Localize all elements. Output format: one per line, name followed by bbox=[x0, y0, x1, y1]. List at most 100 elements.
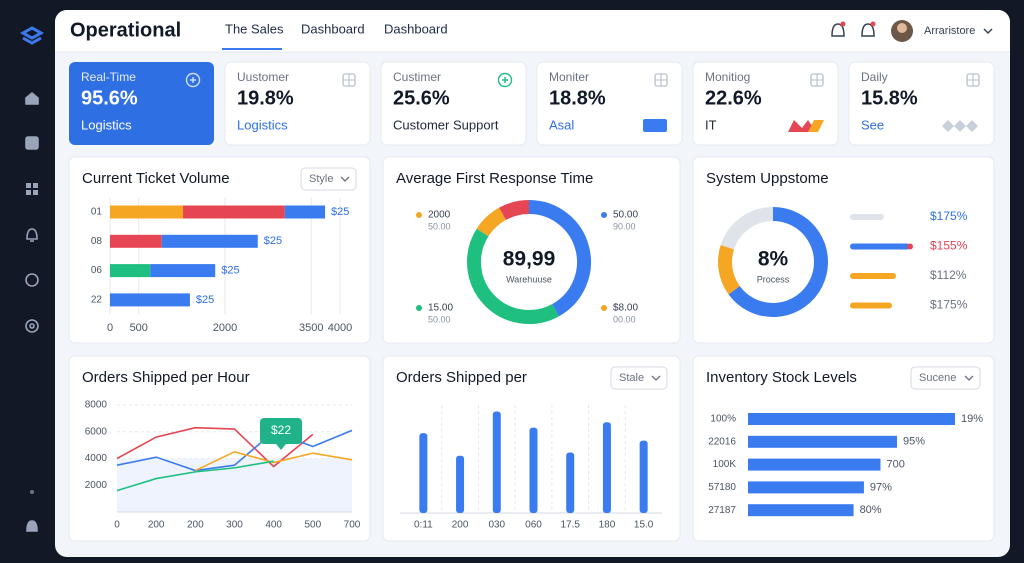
badge bbox=[870, 21, 876, 27]
kpi-card[interactable] bbox=[69, 62, 214, 145]
x-tick-label: 400 bbox=[265, 520, 282, 531]
y-tick-label: 57180 bbox=[708, 482, 736, 493]
bar-label: 80% bbox=[860, 504, 882, 516]
kpi-card[interactable] bbox=[692, 61, 839, 146]
center-value: 8% bbox=[758, 248, 789, 271]
bar-segment bbox=[150, 264, 216, 278]
kpi-sub: Logistics bbox=[237, 117, 288, 132]
callout-label: 2000 bbox=[428, 210, 451, 221]
badge bbox=[840, 21, 846, 27]
y-tick-label: 08 bbox=[91, 236, 103, 247]
y-tick-label: 2000 bbox=[85, 480, 108, 491]
kpi-label: Custimer bbox=[393, 70, 441, 84]
dropdown[interactable] bbox=[910, 366, 981, 390]
alert-button[interactable] bbox=[861, 23, 875, 37]
legend-label: $112% bbox=[930, 268, 967, 282]
bar-segment bbox=[110, 264, 151, 278]
x-tick-label: 180 bbox=[599, 520, 616, 531]
donut-segment bbox=[528, 200, 591, 317]
bar-segment bbox=[110, 205, 184, 219]
settings-icon-center bbox=[29, 323, 35, 329]
home-icon[interactable] bbox=[25, 91, 39, 105]
x-tick-label: 0:11 bbox=[414, 520, 433, 531]
panel bbox=[382, 156, 681, 344]
bar-label: $25 bbox=[331, 206, 349, 218]
legend-label: $175% bbox=[930, 209, 968, 223]
bell-button[interactable] bbox=[831, 23, 845, 37]
callout-sub: 50.00 bbox=[428, 221, 451, 231]
callout-label: $8.00 bbox=[613, 303, 638, 314]
dropdown-chevron bbox=[964, 375, 974, 381]
chart-title: Average First Response Time bbox=[396, 170, 593, 187]
tab[interactable]: Dashboard bbox=[301, 21, 365, 36]
chat-icon[interactable] bbox=[25, 273, 39, 287]
kpi-decor bbox=[643, 119, 667, 132]
dropdown[interactable] bbox=[300, 167, 357, 191]
grid-icon[interactable] bbox=[26, 183, 38, 195]
bar-label: 97% bbox=[870, 481, 892, 493]
notify-icon[interactable] bbox=[26, 520, 38, 532]
kpi-decor bbox=[942, 120, 978, 132]
tab[interactable]: The Sales bbox=[225, 21, 284, 36]
kpi-value: 19.8% bbox=[237, 87, 294, 109]
page-title: Operational bbox=[70, 19, 181, 41]
kpi-grid-icon-lines bbox=[343, 74, 355, 86]
bar bbox=[419, 433, 428, 513]
center-label: Process bbox=[757, 274, 790, 284]
bell-icon[interactable] bbox=[26, 228, 38, 242]
panel bbox=[692, 355, 995, 542]
chart-title: System Uppstome bbox=[706, 170, 829, 187]
y-tick-label: 01 bbox=[91, 207, 103, 218]
dropdown[interactable] bbox=[610, 366, 668, 390]
legend-label: $175% bbox=[930, 298, 968, 312]
callout-label: 50.00 bbox=[613, 210, 638, 221]
kpi-label: Daily bbox=[861, 70, 888, 84]
kpi-label: Monitiog bbox=[705, 70, 750, 84]
kpi-label: Real-Time bbox=[81, 70, 136, 84]
tab-underline bbox=[222, 48, 282, 50]
x-tick-label: 700 bbox=[344, 520, 361, 531]
settings-icon[interactable] bbox=[25, 319, 39, 333]
kpi-sub: See bbox=[861, 117, 884, 132]
x-tick-label: 200 bbox=[452, 520, 469, 531]
donut-segment bbox=[467, 228, 559, 324]
tab[interactable]: Dashboard bbox=[384, 21, 448, 36]
callout-sub: 00.00 bbox=[613, 314, 636, 324]
kpi-add-icon-plus bbox=[190, 77, 196, 83]
dropdown-chevron bbox=[651, 375, 661, 381]
kpi-grid-icon-lines bbox=[967, 74, 979, 86]
chart-title: Orders Shipped per Hour bbox=[82, 369, 250, 386]
logo[interactable] bbox=[19, 26, 45, 45]
kpi-add-icon[interactable] bbox=[185, 72, 201, 88]
x-tick-label: 0 bbox=[114, 520, 120, 531]
y-tick-label: 22 bbox=[91, 295, 103, 306]
legend-bar-tip bbox=[907, 243, 913, 250]
bar-segment bbox=[110, 293, 190, 307]
x-tick-label: 15.0 bbox=[634, 520, 654, 531]
legend-bar bbox=[850, 302, 892, 309]
panel bbox=[692, 156, 995, 344]
callout-dot bbox=[416, 212, 422, 218]
kpi-add-icon[interactable] bbox=[497, 72, 513, 88]
legend-bar bbox=[850, 214, 884, 220]
kpi-sub: IT bbox=[705, 117, 717, 132]
x-tick-label: 0 bbox=[107, 322, 113, 334]
kpi-card[interactable] bbox=[224, 61, 371, 146]
kpi-value: 25.6% bbox=[393, 87, 450, 109]
donut-segment bbox=[728, 207, 828, 317]
line-series bbox=[116, 460, 274, 492]
kpi-value: 15.8% bbox=[861, 87, 918, 109]
x-tick-label: 200 bbox=[148, 520, 165, 531]
user-name[interactable]: Arraristore bbox=[924, 25, 975, 37]
line-series bbox=[116, 429, 353, 472]
kpi-value: 95.6% bbox=[81, 87, 138, 109]
add-icon[interactable] bbox=[25, 136, 39, 150]
y-tick-label: 8000 bbox=[85, 400, 108, 411]
bar-segment bbox=[284, 205, 326, 219]
kpi-grid-icon-lines bbox=[655, 74, 667, 86]
kpi-value: 22.6% bbox=[705, 87, 762, 109]
bar-label: 95% bbox=[903, 436, 925, 448]
user-menu-chevron[interactable] bbox=[983, 28, 993, 35]
kpi-card[interactable] bbox=[380, 61, 527, 146]
